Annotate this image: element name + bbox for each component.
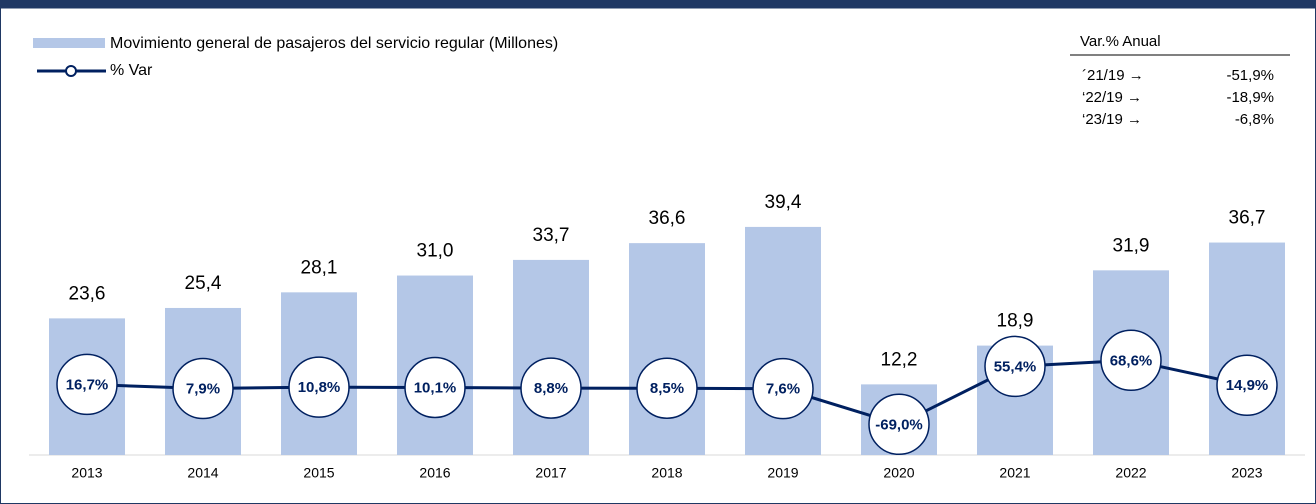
legend-marker	[65, 65, 77, 77]
bar-value-label: 18,9	[997, 311, 1034, 332]
line-marker	[288, 356, 350, 418]
x-tick-label: 2023	[1231, 465, 1262, 481]
line-value-label: 7,6%	[766, 381, 800, 398]
line-marker	[984, 335, 1046, 398]
line-marker	[56, 353, 118, 416]
bar-value-label: 28,1	[301, 257, 338, 278]
bar-value-label: 36,7	[1229, 208, 1266, 229]
line-marker	[172, 357, 234, 420]
line-marker	[404, 356, 466, 419]
line-marker	[1216, 354, 1278, 417]
bar	[1209, 242, 1285, 455]
x-tick-label: 2017	[535, 465, 566, 481]
legend-label: Movimiento general de pasajeros del serv…	[110, 35, 558, 52]
x-tick-label: 2018	[651, 465, 682, 481]
bar-value-label: 31,9	[1113, 235, 1150, 256]
bar-value-label: 12,2	[881, 349, 918, 370]
annotation-label: ‘23/19 →	[1082, 111, 1142, 128]
line-value-label: 55,4%	[994, 358, 1037, 375]
x-tick-label: 2020	[883, 465, 914, 481]
annotation-value: -18,9%	[1226, 89, 1274, 106]
legend-swatch	[33, 38, 105, 48]
line-marker	[752, 357, 814, 420]
x-tick-label: 2015	[303, 465, 334, 481]
annotation: Var.% Anual	[1070, 33, 1290, 56]
annotation-value: -6,8%	[1235, 111, 1274, 128]
bar	[745, 226, 821, 455]
line-marker	[636, 357, 698, 419]
line-marker	[868, 393, 930, 456]
top-band	[0, 0, 1316, 8]
line-value-label: 68,6%	[1110, 352, 1153, 369]
x-tick-label: 2021	[999, 465, 1030, 481]
bar-value-label: 39,4	[765, 192, 802, 213]
bar-value-label: 36,6	[649, 208, 686, 229]
bar-value-label: 31,0	[417, 241, 454, 262]
line-value-label: 8,5%	[650, 380, 684, 397]
annotation-value: -51,9%	[1226, 67, 1274, 84]
annotation-label: ´21/19 →	[1082, 67, 1144, 84]
annotation-label: ‘22/19 →	[1082, 89, 1142, 106]
line-value-label: 10,1%	[414, 379, 457, 396]
x-tick-label: 2019	[767, 465, 798, 481]
legend-label: % Var	[110, 62, 153, 79]
bar-value-label: 25,4	[185, 273, 222, 294]
legend: Movimiento general de pasajeros del serv…	[33, 35, 558, 79]
x-tick-label: 2014	[187, 465, 218, 481]
x-tick-label: 2016	[419, 465, 450, 481]
line-value-label: 7,9%	[186, 380, 220, 397]
line-value-label: -69,0%	[875, 416, 923, 433]
annotation-title: Var.% Anual	[1080, 33, 1161, 50]
bar-value-label: 23,6	[69, 283, 106, 304]
line-value-label: 14,9%	[1226, 377, 1269, 394]
line-value-label: 16,7%	[66, 376, 109, 393]
x-tick-label: 2022	[1115, 465, 1146, 481]
line-value-label: 8,8%	[534, 380, 568, 397]
bar	[629, 243, 705, 455]
line-marker	[520, 357, 582, 419]
bar-value-label: 33,7	[533, 225, 570, 246]
x-tick-label: 2013	[71, 465, 102, 481]
line-value-label: 10,8%	[298, 379, 341, 396]
line-marker	[1100, 329, 1162, 392]
